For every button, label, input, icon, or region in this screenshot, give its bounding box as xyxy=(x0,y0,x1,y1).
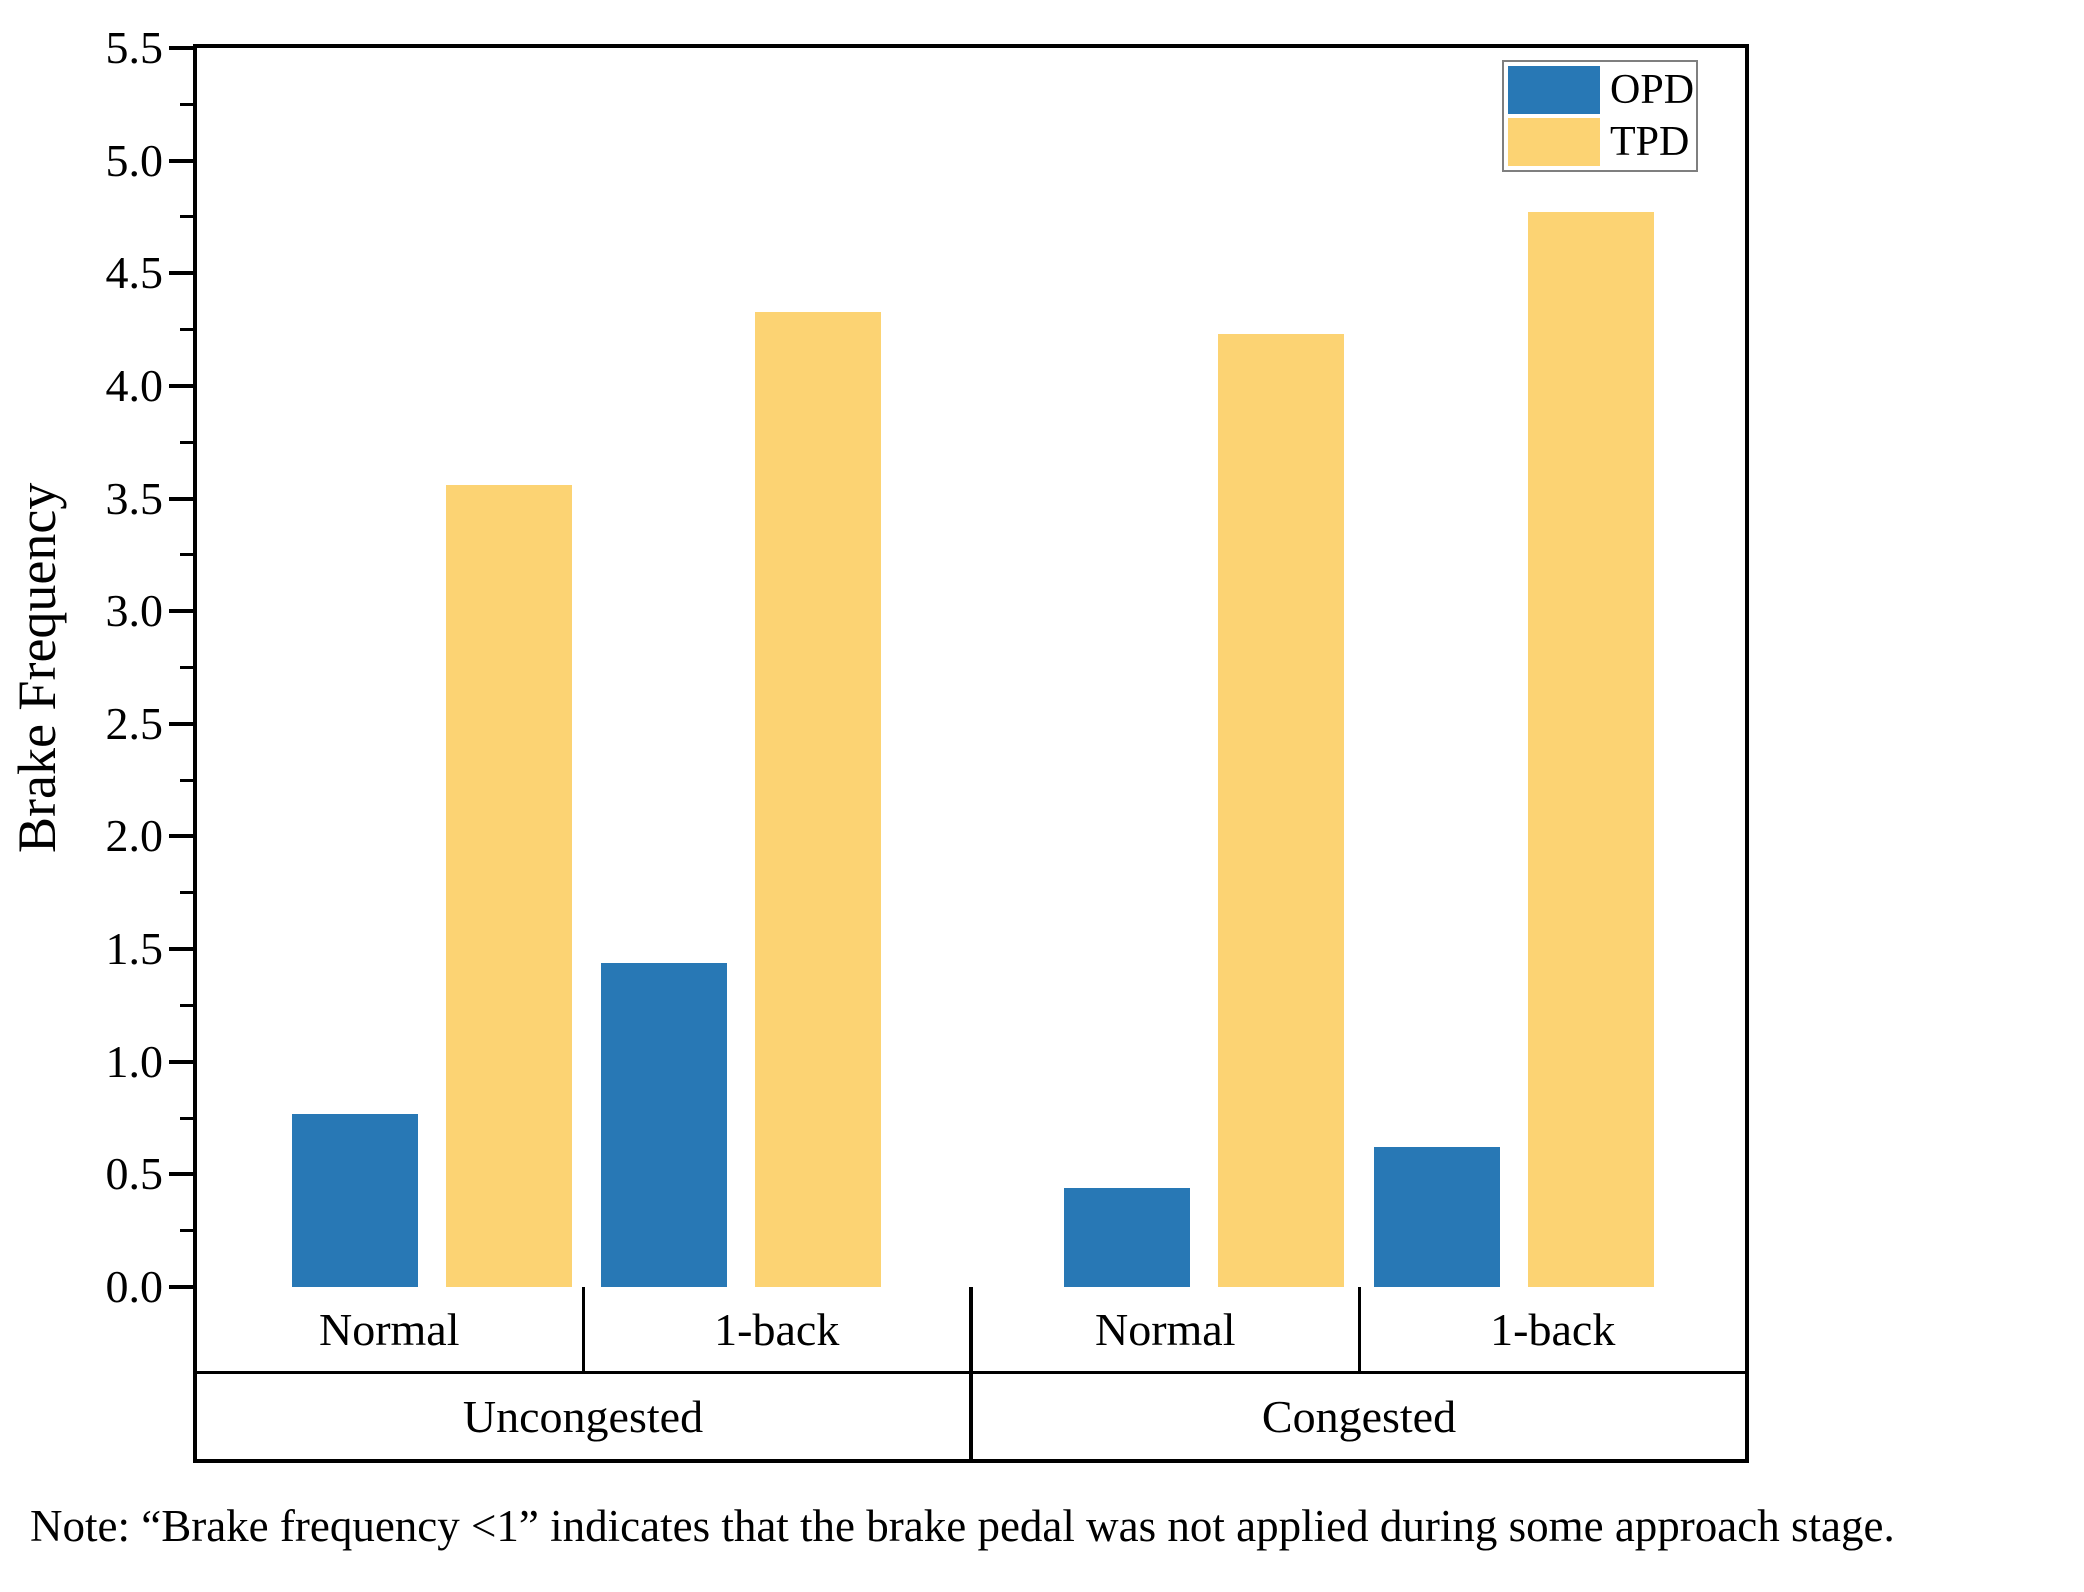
legend-entry-tpd: TPD xyxy=(1508,116,1696,168)
y-minor-tick xyxy=(180,215,193,219)
y-tick-label: 4.0 xyxy=(105,359,164,411)
y-major-tick xyxy=(169,1172,193,1177)
bar-opd-group1 xyxy=(292,1113,418,1287)
y-major-tick xyxy=(169,1285,193,1289)
note-text: Note: “Brake frequency <1” indicates tha… xyxy=(30,1501,1895,1551)
x-axis-table: Normal 1-back Normal 1-back Uncongested Cong… xyxy=(193,1287,1749,1463)
y-minor-tick xyxy=(180,440,193,444)
bar-tpd-group4 xyxy=(1527,212,1654,1287)
y-minor-tick xyxy=(180,666,193,669)
y-major-tick xyxy=(169,1059,193,1064)
y-major-tick xyxy=(169,721,193,726)
y-minor-tick xyxy=(180,778,193,782)
tpd-color-swatch xyxy=(1508,118,1600,166)
bar-opd-group3 xyxy=(1063,1187,1190,1287)
y-tick-label: 0.5 xyxy=(105,1148,164,1200)
condition-cell: Normal xyxy=(973,1287,1361,1371)
y-tick-label: 3.5 xyxy=(105,472,164,524)
y-tick-label: 5.5 xyxy=(105,22,164,73)
congestion-cell: Congested xyxy=(1261,1391,1457,1442)
y-minor-tick xyxy=(180,1003,193,1007)
legend: OPD TPD xyxy=(1502,60,1698,172)
bar-tpd-group3 xyxy=(1217,334,1344,1287)
bar-tpd-group2 xyxy=(755,311,881,1287)
condition-row: Normal 1-back Normal 1-back xyxy=(197,1287,1745,1374)
y-tick-label: 2.0 xyxy=(105,810,164,862)
y-major-tick xyxy=(169,496,193,501)
y-major-tick xyxy=(169,271,193,276)
y-tick-label: 2.5 xyxy=(105,697,164,749)
y-tick-label: 1.0 xyxy=(105,1035,164,1087)
bar-tpd-group1 xyxy=(446,485,572,1287)
legend-label: TPD xyxy=(1610,119,1690,165)
plot-area xyxy=(193,44,1749,1291)
y-major-tick xyxy=(169,609,193,614)
y-tick-label: 5.0 xyxy=(105,134,164,186)
y-minor-tick xyxy=(180,328,193,332)
y-major-tick xyxy=(169,46,193,50)
condition-cell: 1-back xyxy=(1490,1303,1616,1355)
y-tick-label: 3.0 xyxy=(105,585,164,637)
y-major-tick xyxy=(169,834,193,839)
y-minor-tick xyxy=(180,891,193,895)
bar-opd-group4 xyxy=(1373,1147,1500,1287)
legend-label: OPD xyxy=(1610,67,1695,113)
y-tick-label: 1.5 xyxy=(105,923,164,975)
y-major-tick xyxy=(169,947,193,952)
congestion-row: Uncongested Congested xyxy=(197,1374,1745,1459)
y-minor-tick xyxy=(180,1229,193,1233)
y-minor-tick xyxy=(180,553,193,557)
condition-cell: 1-back xyxy=(585,1287,973,1371)
y-major-tick xyxy=(169,158,193,163)
condition-cell: Normal xyxy=(197,1287,585,1371)
opd-color-swatch xyxy=(1508,66,1600,114)
y-major-tick xyxy=(169,383,193,388)
y-tick-label: 0.0 xyxy=(105,1261,164,1312)
legend-entry-opd: OPD xyxy=(1508,64,1696,116)
congestion-cell: Uncongested xyxy=(197,1374,973,1459)
y-minor-tick xyxy=(180,1116,193,1120)
y-tick-label: 4.5 xyxy=(105,247,164,299)
bar-opd-group2 xyxy=(601,962,727,1287)
y-axis-title: Brake Frequency xyxy=(7,482,67,853)
y-minor-tick xyxy=(180,102,193,106)
